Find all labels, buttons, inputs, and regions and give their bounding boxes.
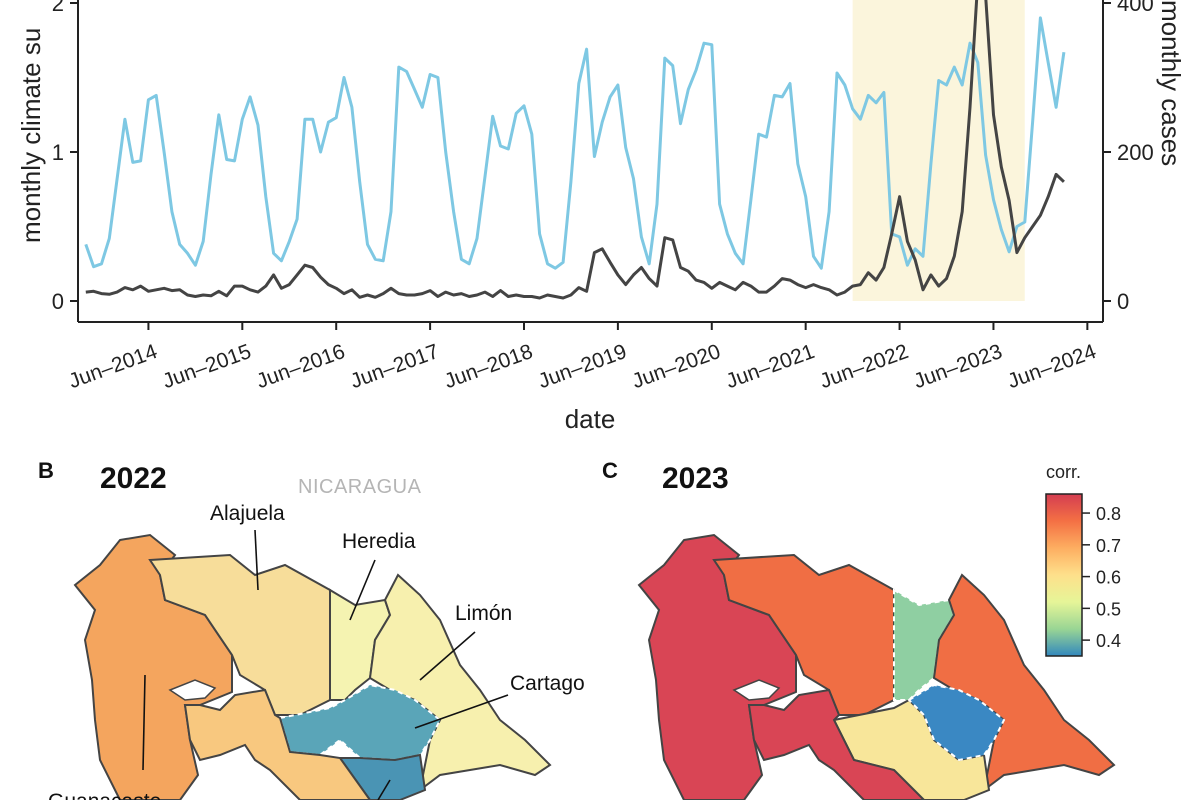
legend-tick-label: 0.7 <box>1096 536 1121 556</box>
x-axis-label: date <box>565 404 616 434</box>
label-heredia: Heredia <box>342 530 416 553</box>
y-axis-left-label: monthly climate su <box>16 28 46 243</box>
climate-series-line <box>84 16 1066 270</box>
left-tick-label: 2 <box>52 0 64 16</box>
leader-cartago <box>414 694 509 729</box>
legend-tick-label: 0.4 <box>1096 631 1121 651</box>
label-cartago: Cartago <box>510 672 585 695</box>
left-tick-label: 0 <box>52 289 64 314</box>
map-year-2022: 2022 <box>100 462 167 495</box>
region-heredia-c <box>893 588 956 701</box>
leader-guanacaste <box>142 674 146 771</box>
legend-tick-label: 0.6 <box>1096 568 1121 588</box>
highlight-band <box>852 0 1025 301</box>
right-tick-label: 0 <box>1117 289 1129 314</box>
right-tick-label: 200 <box>1117 140 1154 165</box>
region-san-jose-c <box>907 683 1006 762</box>
right-axis-ticks: 0 200 400 <box>1103 0 1154 314</box>
legend-tick-label: 0.5 <box>1096 599 1121 619</box>
colorbar-legend: corr. 0.8 0.7 0.6 0.5 0.4 <box>1045 462 1121 657</box>
map-2022: B 2022 NICARAGUA Alajuela Heredia Limón … <box>38 458 585 800</box>
label-alajuela: Alajuela <box>210 502 285 525</box>
panel-letter-b: B <box>38 458 54 483</box>
leader-heredia <box>349 559 376 621</box>
map-2023: C 2023 corr. 0.8 0.7 0.6 0.5 0.4 <box>602 458 1121 800</box>
region-alajuela-c <box>712 553 895 716</box>
region-puntarenas <box>183 688 372 800</box>
right-tick-label: 400 <box>1117 0 1154 16</box>
legend-tick-label: 0.8 <box>1096 504 1121 524</box>
leader-limon <box>419 631 476 681</box>
region-limon <box>368 573 552 793</box>
label-guanacaste: Guanacaste <box>48 790 161 800</box>
region-alajuela <box>148 553 331 716</box>
region-cartago <box>278 683 442 762</box>
label-limon: Limón <box>455 602 512 625</box>
region-san-jose <box>338 753 427 800</box>
gulf-water-c <box>732 679 781 701</box>
gulf-water <box>168 679 217 701</box>
leader-alajuela <box>254 529 259 591</box>
region-puntarenas-c <box>747 688 926 800</box>
legend-ticks: 0.8 0.7 0.6 0.5 0.4 <box>1082 504 1121 651</box>
colorbar <box>1045 493 1083 657</box>
map-year-2023: 2023 <box>662 462 729 495</box>
leader-san-jose <box>377 779 391 800</box>
legend-title: corr. <box>1046 462 1081 482</box>
left-axis-ticks: 0 1 2 <box>52 0 78 314</box>
y-axis-right-label: monthly cases <box>1156 0 1186 166</box>
cases-series-line <box>85 0 1065 300</box>
country-label-nicaragua: NICARAGUA <box>298 476 422 498</box>
plot-frame <box>77 0 1104 323</box>
region-limon-c <box>932 573 1116 793</box>
panel-letter-c: C <box>602 458 618 483</box>
left-tick-label: 1 <box>52 140 64 165</box>
